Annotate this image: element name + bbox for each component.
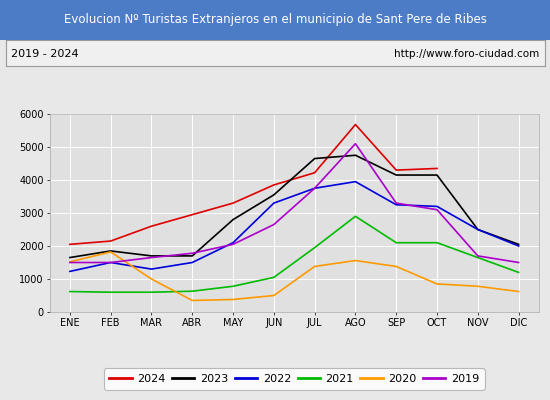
Legend: 2024, 2023, 2022, 2021, 2020, 2019: 2024, 2023, 2022, 2021, 2020, 2019 bbox=[104, 368, 485, 390]
Text: Evolucion Nº Turistas Extranjeros en el municipio de Sant Pere de Ribes: Evolucion Nº Turistas Extranjeros en el … bbox=[64, 14, 486, 26]
Text: http://www.foro-ciudad.com: http://www.foro-ciudad.com bbox=[394, 49, 539, 59]
Text: 2019 - 2024: 2019 - 2024 bbox=[11, 49, 79, 59]
